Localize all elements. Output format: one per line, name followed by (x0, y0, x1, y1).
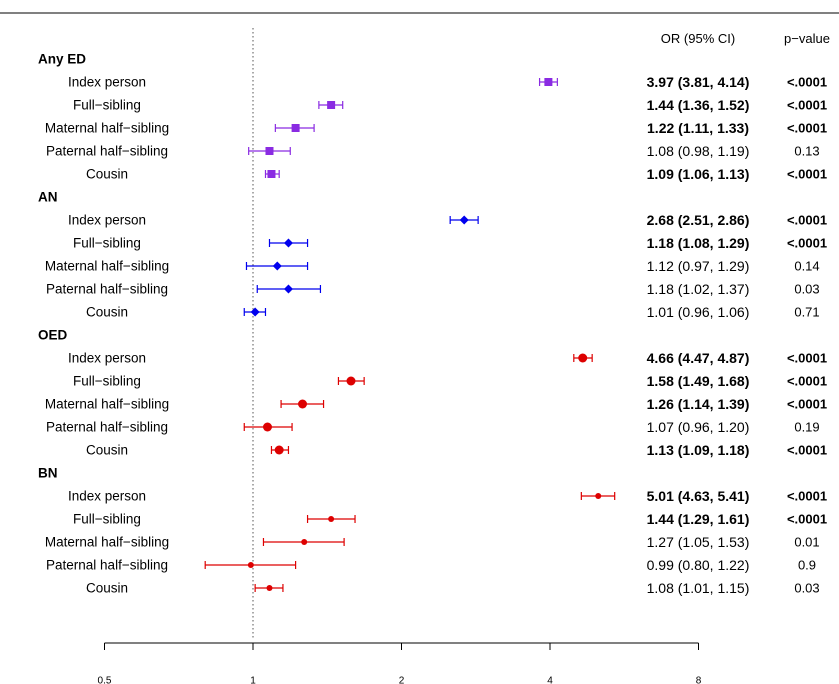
x-tick-label: 0.5 (98, 676, 112, 684)
row-label: Maternal half−sibling (45, 535, 169, 550)
point-marker (298, 399, 308, 409)
or-ci-value: 1.07 (0.96, 1.20) (647, 419, 750, 435)
group-label: Any ED (38, 52, 86, 67)
x-tick-label: 8 (696, 676, 702, 684)
p-value: <.0001 (787, 121, 827, 136)
p-value: 0.03 (794, 581, 819, 596)
or-ci-value: 5.01 (4.63, 5.41) (647, 488, 750, 504)
or-ci-value: 1.26 (1.14, 1.39) (647, 396, 750, 412)
p-value: 0.19 (794, 420, 819, 435)
p-value: <.0001 (787, 98, 827, 113)
or-ci-value: 0.99 (0.80, 1.22) (647, 557, 750, 573)
p-value: <.0001 (787, 397, 827, 412)
point-marker (578, 353, 588, 363)
p-value: <.0001 (787, 351, 827, 366)
point-marker (328, 516, 335, 522)
p-value: <.0001 (787, 489, 827, 504)
point-marker (301, 539, 308, 545)
row-label: Index person (68, 351, 146, 366)
p-value: <.0001 (787, 213, 827, 228)
p-value: <.0001 (787, 236, 827, 251)
or-ci-value: 1.01 (0.96, 1.06) (647, 304, 750, 320)
p-value: <.0001 (787, 512, 827, 527)
p-value: <.0001 (787, 443, 827, 458)
rows-layer: Any ED Index person 3.97 (3.81, 4.14) <.000… (38, 28, 827, 639)
p-value: 0.13 (794, 144, 819, 159)
group-label: OED (38, 328, 68, 343)
point-marker (272, 261, 282, 271)
x-tick-label: 1 (250, 676, 256, 684)
or-ci-value: 1.08 (0.98, 1.19) (647, 143, 750, 159)
or-ci-value: 1.27 (1.05, 1.53) (647, 534, 750, 550)
point-marker (327, 101, 336, 109)
point-marker (595, 493, 602, 499)
p-value-column-header: p−value (784, 31, 830, 46)
p-value: 0.71 (794, 305, 819, 320)
point-marker (459, 215, 469, 225)
row-label: Paternal half−sibling (46, 144, 168, 159)
row-label: Index person (68, 75, 146, 90)
p-value: 0.9 (798, 558, 816, 573)
x-tick-label: 4 (547, 676, 553, 684)
row-label: Cousin (86, 581, 128, 596)
point-marker (283, 238, 293, 248)
row-label: Full−sibling (73, 98, 141, 113)
row-label: Paternal half−sibling (46, 282, 168, 297)
or-ci-value: 1.44 (1.36, 1.52) (647, 97, 750, 113)
or-column-header: OR (95% CI) (661, 31, 735, 46)
point-marker (274, 445, 284, 455)
row-label: Cousin (86, 167, 128, 182)
row-label: Maternal half−sibling (45, 259, 169, 274)
or-ci-value: 2.68 (2.51, 2.86) (647, 212, 750, 228)
or-ci-value: 4.66 (4.47, 4.87) (647, 350, 750, 366)
row-label: Full−sibling (73, 236, 141, 251)
row-label: Full−sibling (73, 512, 141, 527)
or-ci-value: 1.22 (1.11, 1.33) (647, 120, 749, 136)
or-ci-value: 1.44 (1.29, 1.61) (647, 511, 750, 527)
x-axis: 0.5 1 2 4 8 (98, 642, 702, 684)
row-label: Paternal half−sibling (46, 558, 168, 573)
point-marker (283, 284, 293, 294)
or-ci-value: 1.18 (1.02, 1.37) (647, 281, 750, 297)
row-label: Index person (68, 213, 146, 228)
p-value: 0.03 (794, 282, 819, 297)
or-ci-value: 1.18 (1.08, 1.29) (647, 235, 750, 251)
or-ci-value: 1.08 (1.01, 1.15) (647, 580, 750, 596)
or-ci-value: 1.09 (1.06, 1.13) (647, 166, 750, 182)
point-marker (544, 78, 553, 86)
or-ci-value: 1.58 (1.49, 1.68) (647, 373, 750, 389)
point-marker (247, 562, 254, 568)
x-tick-label: 2 (399, 676, 405, 684)
or-ci-value: 1.12 (0.97, 1.29) (647, 258, 750, 274)
row-label: Cousin (86, 443, 128, 458)
p-value: <.0001 (787, 75, 827, 90)
or-ci-value: 3.97 (3.81, 4.14) (647, 74, 750, 90)
row-label: Maternal half−sibling (45, 121, 169, 136)
p-value: <.0001 (787, 374, 827, 389)
point-marker (262, 422, 272, 432)
group-label: AN (38, 190, 58, 205)
point-marker (291, 124, 300, 132)
row-label: Cousin (86, 305, 128, 320)
row-label: Maternal half−sibling (45, 397, 169, 412)
point-marker (267, 170, 276, 178)
p-value: 0.14 (794, 259, 819, 274)
point-marker (250, 307, 260, 317)
point-marker (266, 585, 273, 591)
point-marker (346, 376, 356, 386)
or-ci-value: 1.13 (1.09, 1.18) (647, 442, 750, 458)
row-label: Paternal half−sibling (46, 420, 168, 435)
group-label: BN (38, 466, 58, 481)
row-label: Full−sibling (73, 374, 141, 389)
p-value: 0.01 (794, 535, 819, 550)
point-marker (265, 147, 274, 155)
p-value: <.0001 (787, 167, 827, 182)
row-label: Index person (68, 489, 146, 504)
